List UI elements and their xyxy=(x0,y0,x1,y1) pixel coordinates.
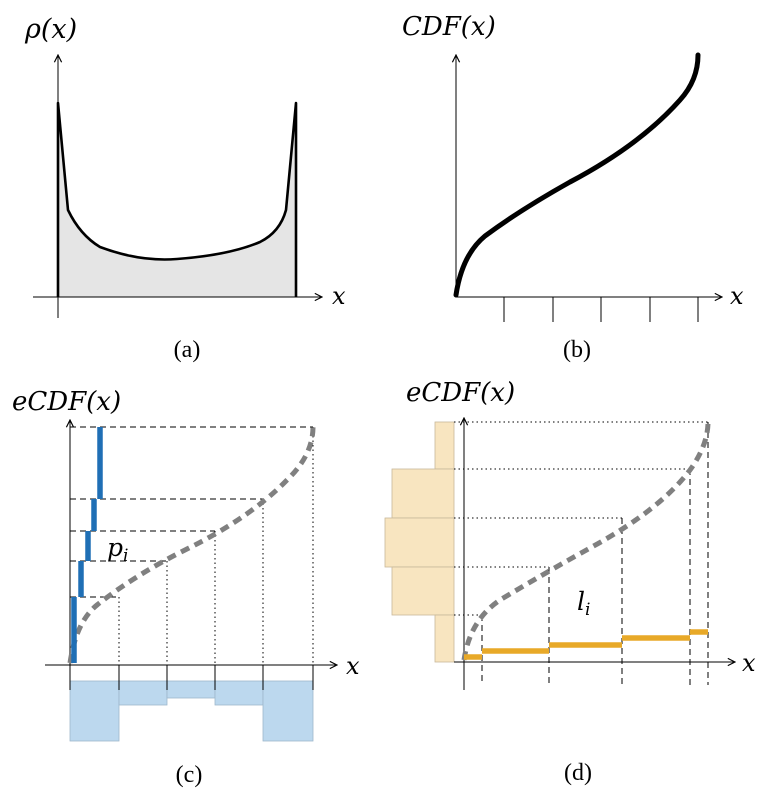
c-ecdf-curve xyxy=(67,426,316,664)
c-x-ticks xyxy=(118,665,314,690)
c-ylabel: eCDF(x) xyxy=(12,387,121,417)
c-annotation-sub: i xyxy=(123,546,128,566)
d-caption: (d) xyxy=(564,760,592,786)
b-ylabel: CDF(x) xyxy=(402,12,496,42)
a-ylabel: ρ(x) xyxy=(24,14,77,45)
panel-a: ρ(x) x (a) xyxy=(24,14,346,363)
c-hist-bin-2 xyxy=(118,680,168,706)
d-annotation-sub: i xyxy=(585,600,590,620)
panel-c: pi eCDF(x) x (c) xyxy=(12,387,360,788)
d-annotation-base: l xyxy=(577,587,585,616)
c-hist-bin-5 xyxy=(262,680,314,742)
c-step-bars xyxy=(71,427,103,663)
b-xlabel: x xyxy=(730,282,744,310)
d-hist-bin-1 xyxy=(434,421,455,470)
d-hist-bin-4 xyxy=(391,566,455,616)
d-annotation: li xyxy=(577,587,590,620)
a-xlabel: x xyxy=(332,282,346,310)
c-dashed-guides xyxy=(70,426,313,598)
c-xlabel: x xyxy=(346,652,360,680)
a-caption: (a) xyxy=(174,337,201,363)
d-hist-bin-5 xyxy=(434,614,455,663)
c-annotation: pi xyxy=(107,533,128,566)
b-caption: (b) xyxy=(563,337,591,363)
d-ecdf-curve xyxy=(461,421,711,661)
d-hist-bin-3 xyxy=(384,517,455,568)
cdf-curve xyxy=(453,52,701,298)
c-histogram xyxy=(69,680,314,742)
c-caption: (c) xyxy=(176,762,203,788)
b-ticks xyxy=(503,297,699,322)
d-histogram xyxy=(384,421,455,663)
density-area xyxy=(58,103,296,297)
d-step-bars xyxy=(464,629,708,660)
d-ylabel: eCDF(x) xyxy=(406,378,515,408)
d-xlabel: x xyxy=(742,649,756,677)
panel-d: li eCDF(x) x (d) xyxy=(384,378,756,786)
c-hist-bin-4 xyxy=(214,680,264,706)
c-hist-bin-1 xyxy=(69,680,120,742)
density-curve xyxy=(56,101,298,297)
c-annotation-base: p xyxy=(107,533,123,562)
c-dotted-guides xyxy=(118,427,314,681)
panel-b: CDF(x) x (b) xyxy=(402,12,744,363)
d-hist-bin-2 xyxy=(391,468,455,519)
c-hist-bin-3 xyxy=(166,680,216,699)
d-dotted-hguides xyxy=(454,421,708,616)
